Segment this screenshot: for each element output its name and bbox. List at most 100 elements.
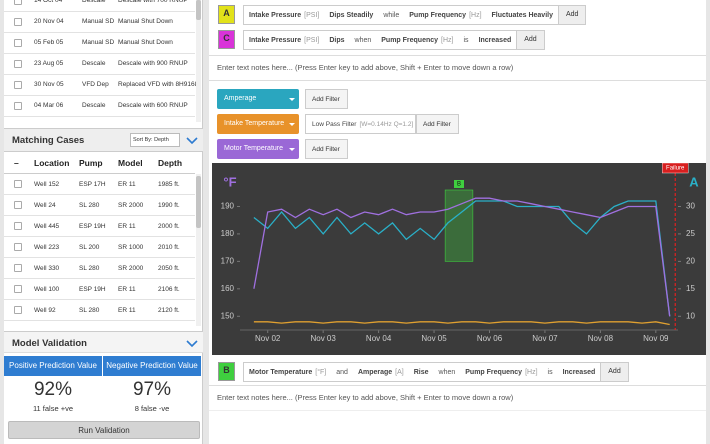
case-cell: 1985 ft. <box>158 181 180 188</box>
notes-input[interactable]: Enter text notes here... (Press Enter ke… <box>217 63 514 72</box>
event-cell: 14 Oct 04 <box>34 0 63 4</box>
setting-name: Low Pass Filter <box>312 120 357 128</box>
filter-button[interactable]: Motor Temperature <box>217 139 299 159</box>
condition-term: Fluctuates Heavily <box>491 11 553 19</box>
divider <box>209 80 706 81</box>
case-cell: Well 100 <box>34 286 60 293</box>
section-title: Matching Cases <box>12 135 85 146</box>
case-cell: 2050 ft. <box>158 265 180 272</box>
event-row: 04 Mar 06 Descale Descale with 600 RNUP <box>4 96 195 117</box>
scroll-thumb <box>196 176 201 228</box>
case-cell: ESP 19H <box>79 223 106 230</box>
condition-term: Dips Steadily <box>329 11 374 19</box>
checkbox[interactable] <box>14 285 22 293</box>
checkbox[interactable] <box>14 306 22 314</box>
event-cell: Descale with 600 RNUP <box>118 102 188 109</box>
checkbox[interactable] <box>14 102 22 110</box>
condition-term: Amperage <box>357 368 393 376</box>
chevron-icon <box>186 340 198 348</box>
add-button[interactable]: Add <box>516 31 544 49</box>
case-cell: Well 445 <box>34 223 60 230</box>
filter-button[interactable]: Intake Temperature <box>217 114 299 134</box>
filter-button[interactable]: Amperage <box>217 89 299 109</box>
case-row: Well 100 ESP 19H ER 11 2106 ft. <box>4 279 195 300</box>
y2-unit: A <box>689 174 699 189</box>
chevron[interactable] <box>186 340 198 348</box>
checkbox[interactable] <box>14 180 22 188</box>
event-cell: 04 Mar 06 <box>34 102 64 109</box>
scrollbar <box>196 174 201 326</box>
caret <box>289 148 295 151</box>
card-header: Negative Prediction Value <box>103 356 201 376</box>
filter-label: Motor Temperature <box>224 145 284 152</box>
x-tick-label: Nov 04 <box>366 334 392 343</box>
checkbox[interactable] <box>14 0 22 5</box>
event-row: 23 Aug 05 Descale Descale with 900 RNUP <box>4 54 195 75</box>
condition-term: [°F] <box>315 368 327 376</box>
condition-box: Motor Temperature [°F] and Amperage [A] Rise w… <box>243 362 629 382</box>
highlight-tag <box>454 180 464 188</box>
caret <box>289 98 295 101</box>
event-cell: Manual SD <box>82 39 115 46</box>
condition-term: [PSI] <box>304 11 320 19</box>
header-rule <box>4 173 195 174</box>
condition-term: [Hz] <box>469 11 482 19</box>
badge: C <box>218 30 235 49</box>
checkbox[interactable] <box>14 18 22 26</box>
filter-label: Intake Temperature <box>224 120 285 127</box>
column-header: Model <box>118 158 143 168</box>
card-value: 97% <box>132 379 172 400</box>
condition-term: Dips <box>329 36 345 44</box>
chevron[interactable] <box>186 137 198 145</box>
checkbox[interactable] <box>14 264 22 272</box>
series-line <box>253 197 671 317</box>
setting-params: [W=0.14Hz Q=1.2] <box>359 120 414 128</box>
case-row: Well 24 SL 280 SR 2000 1990 ft. <box>4 195 195 216</box>
condition-term: [Hz] <box>441 36 454 44</box>
case-cell: Well 152 <box>34 181 60 188</box>
badge: B <box>218 362 235 381</box>
add-button[interactable]: Add <box>557 6 586 24</box>
checkbox[interactable] <box>14 201 22 209</box>
event-cell: Manual Shut Down <box>118 39 173 46</box>
validation-card: Negative Prediction Value 97% 8 false -ve <box>103 356 202 416</box>
filter-setting: Low Pass Filter [W=0.14Hz Q=1.2] <box>305 114 416 134</box>
checkbox[interactable] <box>14 39 22 47</box>
condition-term: Pump Frequency <box>465 368 523 376</box>
case-cell: ER 11 <box>118 307 136 314</box>
checkbox[interactable] <box>14 60 22 68</box>
checkbox[interactable] <box>14 243 22 251</box>
y-tick-label: 190 <box>221 202 235 211</box>
left-panel: 14 Oct 04 Descale Descale with 700 RNUP 20 … <box>4 0 203 444</box>
add-filter-button[interactable]: Add Filter <box>305 139 348 159</box>
card-detail: 11 false +ve <box>32 404 74 413</box>
divider <box>209 385 706 386</box>
case-cell: Well 92 <box>34 307 56 314</box>
add-filter-button[interactable]: Add Filter <box>305 89 348 109</box>
case-row: Well 92 SL 280 ER 11 2120 ft. <box>4 300 195 321</box>
run-validation-button[interactable]: Run Validation <box>8 421 200 439</box>
add-button[interactable]: Add <box>600 363 628 381</box>
notes-input[interactable]: Enter text notes here... (Press Enter ke… <box>217 393 514 402</box>
checkbox[interactable] <box>14 81 22 89</box>
event-row: 20 Nov 04 Manual SD Manual Shut Down <box>4 12 195 33</box>
event-cell: 23 Aug 05 <box>34 60 64 67</box>
event-cell: 20 Nov 04 <box>34 18 64 25</box>
sort-select[interactable]: Sort By: Depth <box>130 133 180 147</box>
condition-box: Intake Pressure [PSI] Dips Steadily while Pu… <box>243 5 587 25</box>
x-tick-label: Nov 08 <box>588 334 614 343</box>
checkbox[interactable] <box>14 222 22 230</box>
column-header: Pump <box>79 158 103 168</box>
case-cell: SL 280 <box>79 202 100 209</box>
add-filter-button[interactable]: Add Filter <box>416 114 459 134</box>
event-cell: VFD Dep <box>82 81 109 88</box>
x-tick-label: Nov 09 <box>643 334 669 343</box>
event-row: 30 Nov 05 VFD Dep Replaced VFD with 8H9168 <box>4 75 198 96</box>
case-cell: 2106 ft. <box>158 286 180 293</box>
case-cell: SL 280 <box>79 307 100 314</box>
case-cell: SL 200 <box>79 244 100 251</box>
event-cell: 05 Feb 05 <box>34 39 64 46</box>
badge: A <box>218 5 235 24</box>
condition-term: Intake Pressure <box>249 36 302 44</box>
y2-tick-label: 25 <box>686 229 695 238</box>
